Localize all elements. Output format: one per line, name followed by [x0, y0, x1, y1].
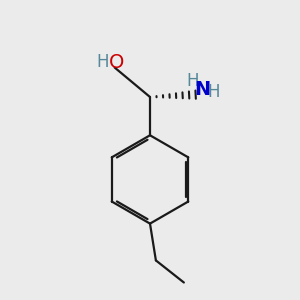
Text: N: N: [194, 80, 210, 99]
Text: O: O: [109, 53, 124, 72]
Text: H: H: [96, 53, 109, 71]
Text: H: H: [186, 72, 199, 90]
Text: H: H: [208, 83, 220, 101]
